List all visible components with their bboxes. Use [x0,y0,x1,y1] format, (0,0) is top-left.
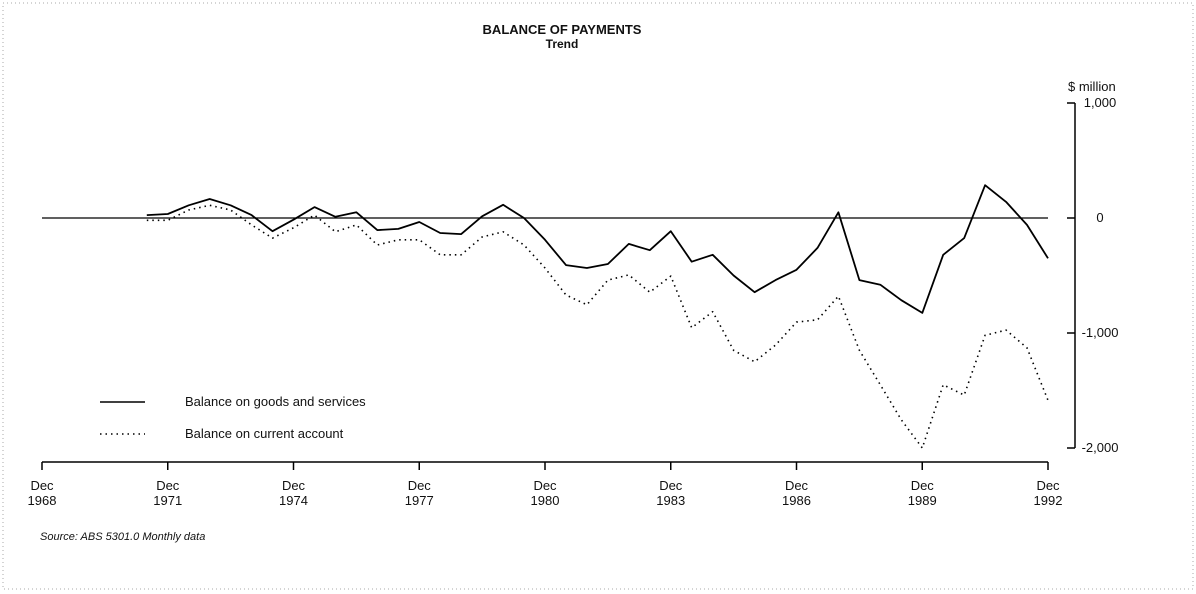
x-tick-label: Dec 1977 [405,478,434,508]
chart-title: BALANCE OF PAYMENTS [483,22,642,37]
x-tick-label: Dec 1992 [1034,478,1063,508]
y-tick-label: 0 [1096,210,1103,225]
x-tick-label: Dec 1980 [531,478,560,508]
y-axis-label: $ million [1068,79,1116,94]
source: Source: ABS 5301.0 Monthly data [40,531,205,543]
x-tick-label: Dec 1974 [279,478,308,508]
x-tick-label: Dec 1989 [908,478,937,508]
x-tick-label: Dec 1986 [782,478,811,508]
series-line [146,184,1049,314]
legend-label: Balance on current account [185,426,344,441]
y-tick-label: -1,000 [1082,325,1119,340]
x-tick-label: Dec 1968 [28,478,57,508]
chart-subtitle: Trend [546,37,579,51]
y-tick-label: -2,000 [1082,440,1119,455]
x-tick-label: Dec 1983 [656,478,685,508]
x-tick-label: Dec 1971 [153,478,182,508]
series-line [146,204,1049,449]
legend-label: Balance on goods and services [185,394,366,409]
y-tick-label: 1,000 [1084,95,1117,110]
